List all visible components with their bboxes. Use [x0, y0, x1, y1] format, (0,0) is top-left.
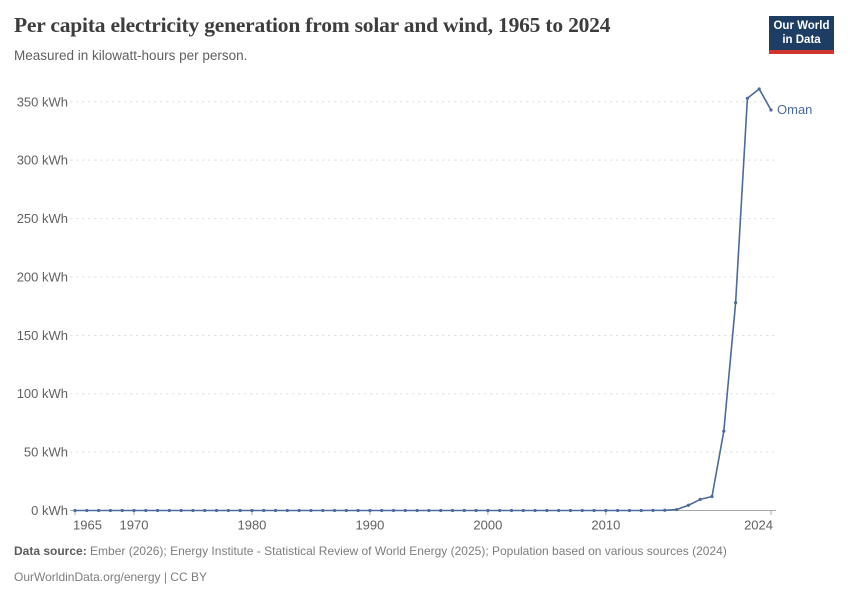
data-point: [651, 508, 655, 512]
data-point: [521, 508, 525, 513]
data-point: [557, 508, 561, 513]
data-point: [368, 508, 372, 513]
data-point: [675, 507, 679, 512]
data-point: [427, 508, 431, 513]
page-title: Per capita electricity generation from s…: [14, 13, 611, 37]
y-axis-label: 200 kWh: [17, 269, 68, 284]
data-point: [356, 508, 360, 513]
data-point: [380, 508, 384, 513]
data-point: [203, 508, 207, 513]
data-point: [238, 508, 242, 513]
x-axis-label: 1965: [73, 518, 102, 533]
data-point: [757, 87, 761, 91]
y-axis-label: 250 kWh: [17, 211, 68, 226]
owid-logo-line2: in Data: [782, 34, 821, 47]
x-axis-label: 2000: [473, 518, 502, 533]
footer-link-line: OurWorldinData.org/energy | CC BY: [14, 570, 834, 586]
data-point: [391, 508, 396, 513]
chart-footer: Data source: Ember (2026); Energy Instit…: [14, 544, 834, 585]
data-point: [474, 508, 478, 513]
data-point: [297, 508, 301, 513]
x-axis-label: 1990: [355, 518, 384, 533]
data-point: [108, 508, 112, 513]
owid-logo[interactable]: Our World in Data: [769, 16, 834, 54]
data-point: [214, 508, 219, 513]
data-source-label: Data source:: [14, 544, 87, 558]
data-point: [769, 108, 773, 112]
data-point: [344, 508, 348, 513]
data-point: [509, 508, 514, 513]
data-point: [309, 508, 313, 513]
data-point: [722, 429, 726, 433]
y-axis-label: 0 kWh: [31, 503, 68, 518]
data-point: [73, 508, 77, 513]
x-axis-label: 2010: [591, 518, 620, 533]
data-point: [545, 508, 549, 513]
y-axis-label: 100 kWh: [17, 386, 68, 401]
data-point: [639, 508, 643, 513]
data-point: [486, 508, 490, 513]
data-point: [745, 96, 750, 100]
x-axis-label: 2024: [744, 518, 773, 533]
data-point: [734, 301, 738, 305]
data-point: [321, 508, 325, 513]
data-point: [332, 508, 337, 513]
x-axis-label: 1970: [120, 518, 149, 533]
data-point: [167, 508, 171, 513]
data-point: [96, 508, 101, 513]
y-axis-label: 150 kWh: [17, 328, 68, 343]
data-point: [450, 508, 455, 513]
data-point: [439, 508, 443, 513]
entity-label[interactable]: Oman: [777, 102, 812, 117]
y-axis-label: 300 kWh: [17, 153, 68, 168]
data-point: [580, 508, 584, 513]
data-point: [250, 508, 254, 513]
data-point: [616, 508, 620, 513]
owid-logo-line1: Our World: [773, 20, 830, 32]
data-point: [604, 508, 608, 513]
data-point: [226, 508, 230, 513]
data-point: [85, 508, 89, 513]
data-point: [533, 508, 537, 513]
data-point: [262, 508, 266, 513]
footer-license: | CC BY: [160, 569, 207, 584]
y-axis-label: 50 kWh: [24, 445, 68, 460]
data-point: [710, 494, 714, 499]
data-point: [462, 508, 466, 513]
data-point: [285, 508, 289, 513]
data-point: [663, 508, 667, 512]
page-subtitle: Measured in kilowatt-hours per person.: [14, 48, 248, 63]
data-point: [144, 508, 148, 513]
data-point: [132, 508, 136, 513]
data-line: [75, 88, 772, 512]
data-point: [568, 508, 573, 513]
footer-link[interactable]: OurWorldinData.org/energy: [14, 569, 161, 584]
data-point: [627, 508, 632, 513]
data-point: [415, 508, 419, 513]
data-point: [191, 508, 195, 513]
data-point: [155, 508, 160, 513]
data-point: [498, 508, 502, 513]
y-axis-label: 350 kWh: [17, 94, 68, 109]
data-point: [698, 497, 702, 502]
data-point: [403, 508, 407, 513]
data-point: [120, 508, 124, 513]
data-point: [592, 508, 596, 513]
data-point: [273, 508, 278, 513]
data-point: [179, 508, 183, 513]
x-axis-label: 1980: [237, 518, 266, 533]
data-point: [686, 503, 691, 507]
data-source-text: Ember (2026); Energy Institute - Statist…: [90, 544, 727, 558]
data-source-line: Data source: Ember (2026); Energy Instit…: [14, 544, 834, 560]
